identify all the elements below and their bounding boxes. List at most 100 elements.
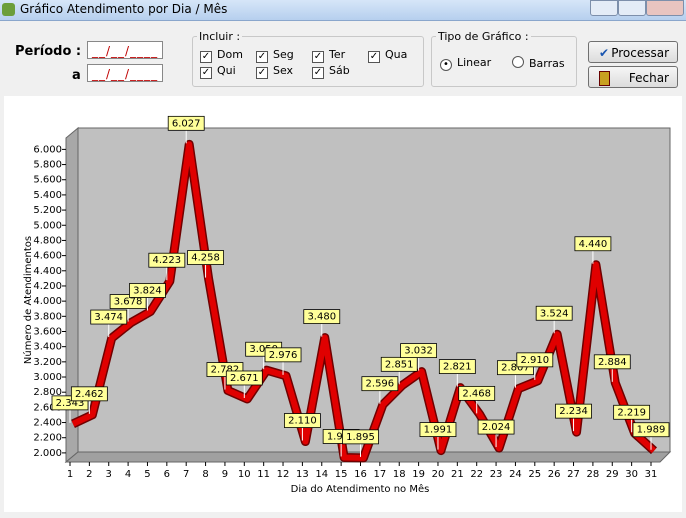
day-checkbox[interactable]: ✓ Ter (312, 48, 345, 63)
minimize-button[interactable] (590, 0, 618, 16)
plot-left-wall (65, 126, 79, 464)
value-label: 2.671 (230, 373, 259, 384)
x-tick-label: 20 (432, 469, 445, 480)
app-icon (2, 3, 15, 16)
day-checkbox-box[interactable]: ✓ (312, 51, 324, 63)
x-axis-title: Dia do Atendimento no Mês (291, 483, 430, 495)
label-box (109, 294, 147, 309)
day-checkbox-label: Qui (217, 64, 236, 77)
day-checkbox[interactable]: ✓ Seg (256, 48, 294, 63)
day-checkbox[interactable]: ✓ Sex (256, 64, 293, 79)
day-checkbox-box[interactable]: ✓ (312, 67, 324, 79)
value-label: 2.219 (617, 407, 646, 418)
day-checkbox-label: Sáb (329, 64, 350, 77)
process-button[interactable]: ✔ Processar (588, 41, 678, 63)
chart-type-radio-box[interactable]: • (440, 59, 452, 71)
value-label: 3.474 (94, 312, 123, 323)
to-label: a (72, 68, 81, 83)
value-label: 2.782 (211, 365, 240, 376)
label-box (148, 252, 186, 268)
y-tick-label: 2.400 (33, 418, 62, 429)
chart-type-radio-box[interactable] (512, 56, 524, 68)
label-box (458, 385, 496, 401)
day-checkbox-box[interactable]: ✓ (200, 67, 212, 79)
chart-type-radio-label: Linear (457, 56, 492, 69)
day-checkbox-box[interactable]: ✓ (256, 67, 268, 79)
x-tick-label: 5 (144, 469, 150, 480)
close-form-button[interactable]: Fechar (588, 66, 678, 88)
label-box (400, 343, 438, 358)
x-tick-label: 12 (277, 469, 290, 480)
y-tick-label: 4.200 (33, 281, 62, 292)
label-box (593, 354, 631, 370)
date-to-input[interactable]: __/__/____ (87, 64, 163, 82)
y-tick-label: 2.200 (33, 433, 62, 444)
x-tick-label: 21 (451, 469, 464, 480)
y-tick-label: 5.600 (33, 175, 62, 186)
label-box (70, 386, 108, 402)
label-box (419, 422, 457, 437)
y-tick-label: 3.800 (33, 311, 62, 322)
day-checkbox[interactable]: ✓ Sáb (312, 64, 350, 79)
label-box (632, 422, 670, 438)
value-label: 2.234 (559, 406, 588, 417)
label-box (535, 305, 573, 321)
value-label: 1.900 (327, 431, 356, 442)
x-tick-label: 22 (470, 469, 483, 480)
label-box (90, 309, 128, 325)
y-tick-label: 3.600 (33, 326, 62, 337)
process-text: Processar (611, 46, 669, 60)
value-label: 3.824 (133, 285, 162, 296)
chart-type-radio[interactable]: Barras (512, 56, 565, 70)
y-tick-label: 2.000 (33, 448, 62, 459)
value-label: 2.024 (482, 422, 511, 433)
label-box (303, 309, 341, 324)
x-tick-label: 15 (335, 469, 348, 480)
value-label: 2.821 (443, 362, 472, 373)
x-tick-label: 9 (222, 469, 228, 480)
x-tick-label: 17 (373, 469, 386, 480)
value-label: 6.027 (172, 118, 201, 129)
y-tick-label: 2.600 (33, 402, 62, 413)
y-tick-label: 5.800 (33, 160, 62, 171)
day-checkbox-box[interactable]: ✓ (368, 51, 380, 63)
day-checkbox-label: Ter (329, 48, 346, 61)
x-tick-label: 25 (528, 469, 541, 480)
label-box (361, 376, 399, 392)
x-tick-label: 28 (587, 469, 600, 480)
value-label: 4.223 (153, 255, 182, 266)
day-checkbox[interactable]: ✓ Qui (200, 64, 236, 79)
x-tick-label: 1 (67, 469, 73, 480)
y-tick-label: 3.200 (33, 357, 62, 368)
close-button[interactable] (646, 0, 684, 16)
value-label: 2.976 (269, 350, 298, 361)
day-checkbox[interactable]: ✓ Qua (368, 48, 407, 63)
x-tick-label: 31 (645, 469, 658, 480)
y-axis-title: Número de Atendimentos (22, 236, 34, 364)
chart-type-radio[interactable]: • Linear (440, 56, 491, 71)
close-text: Fechar (628, 71, 669, 85)
day-checkbox[interactable]: ✓ Dom (200, 48, 243, 63)
y-tick-label: 3.400 (33, 342, 62, 353)
chart-type-group: Tipo de Gráfico : (431, 30, 577, 87)
x-tick-label: 23 (490, 469, 503, 480)
label-box (380, 356, 418, 372)
title-bar: Gráfico Atendimento por Dia / Mês (0, 0, 686, 21)
x-tick-label: 6 (164, 469, 170, 480)
day-checkbox-label: Sex (273, 64, 294, 77)
y-tick-label: 4.800 (33, 235, 62, 246)
date-from-input[interactable]: __/__/____ (87, 41, 163, 59)
line-ribbon (71, 141, 657, 461)
y-tick-label: 3.000 (33, 372, 62, 383)
value-label: 2.468 (462, 388, 491, 399)
day-checkbox-box[interactable]: ✓ (256, 51, 268, 63)
value-label: 2.807 (501, 363, 530, 374)
day-checkbox-box[interactable]: ✓ (200, 51, 212, 63)
x-tick-label: 30 (625, 469, 638, 480)
x-tick-label: 14 (315, 469, 328, 480)
value-label: 2.110 (288, 416, 317, 427)
label-box (477, 419, 515, 435)
maximize-button[interactable] (618, 0, 646, 16)
label-box (613, 404, 651, 420)
x-tick-label: 18 (393, 469, 406, 480)
